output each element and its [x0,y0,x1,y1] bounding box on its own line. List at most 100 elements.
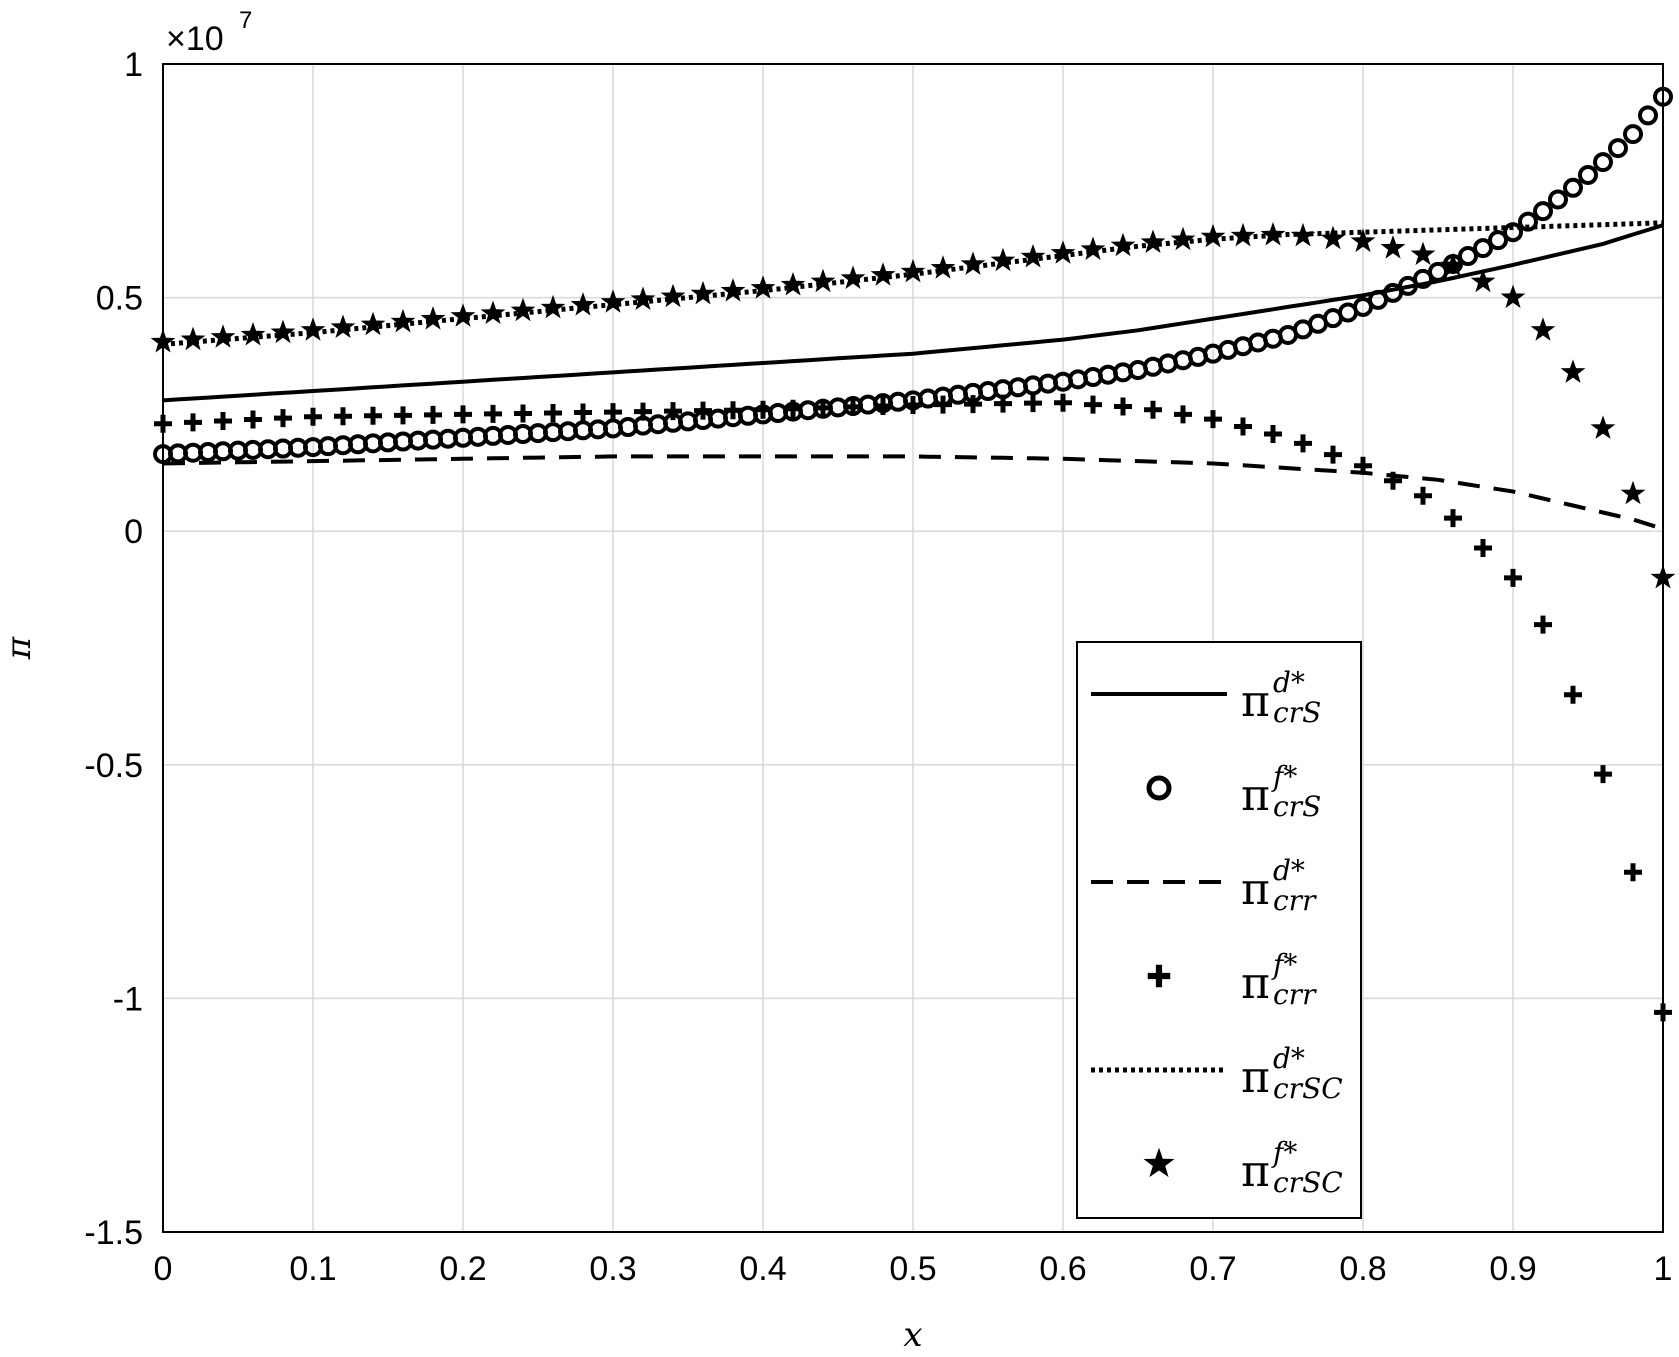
star-marker [210,324,236,348]
star-marker [240,322,266,346]
plus-marker [1534,615,1552,634]
x-axis-label: x [903,1315,922,1355]
legend-item: π d*crr [1091,854,1317,917]
star-marker [450,303,476,327]
star-marker [930,255,956,279]
x-tick-label: 0.4 [739,1250,786,1288]
plus-marker [904,396,922,415]
plus-marker [934,395,952,414]
circle-marker [1578,164,1598,185]
star-marker [570,292,596,316]
star-marker [1380,235,1406,259]
legend-label-superscript: f* [1271,948,1297,981]
plus-marker [274,409,292,428]
legend-label-subscript: crSC [1273,1166,1343,1199]
plus-marker [1204,410,1222,429]
plus-marker [1594,765,1612,784]
y-tick-label: -1.5 [84,1214,143,1252]
y-tick-label: -0.5 [84,747,143,785]
plus-marker [1024,394,1042,413]
plus-marker [1324,445,1342,464]
star-marker [630,286,656,310]
y-axis-label: π [0,636,39,660]
plus-marker [364,406,382,425]
x-tick-label: 0.8 [1339,1250,1386,1288]
circle-marker [1458,246,1478,267]
x-tick-label: 0.5 [889,1250,936,1288]
star-marker [1143,1147,1175,1178]
star-marker [1200,223,1226,248]
legend-label-main: π [1241,1146,1270,1197]
tick-labels: 0 0.1 0.2 0.3 0.4 0.5 0.6 0.7 0.8 0.9 1 1 0.5 0 -0.5 -1… [84,46,1672,1288]
circle-marker [1623,124,1643,145]
plus-marker [394,406,412,425]
plus-marker [964,395,982,414]
star-marker [1170,226,1196,251]
star-marker [690,280,716,305]
legend-label-subscript: crr [1273,884,1317,917]
plus-marker [1054,393,1072,412]
star-marker [1110,232,1136,257]
star-marker [810,268,836,293]
plus-marker [754,400,772,419]
star-marker [1620,480,1646,505]
plus-marker [1474,539,1492,558]
legend-item: π d*crS [1091,666,1321,729]
legend-box [1076,641,1362,1219]
legend-label-superscript: d* [1273,854,1305,887]
plus-marker [1147,964,1171,988]
plus-marker [1144,400,1162,419]
star-marker [1440,252,1466,277]
y-tick-label: -1 [113,980,143,1018]
legend-label-main: π [1241,958,1270,1009]
plus-marker [1234,417,1252,436]
star-marker [480,300,506,324]
star-marker [660,283,686,308]
plus-marker [1084,395,1102,414]
plus-marker [1384,471,1402,490]
x-tick-label: 0.7 [1189,1250,1236,1288]
legend-label-superscript: f* [1271,760,1297,793]
plot-frame [162,63,1664,1233]
x-tick-label: 0 [154,1250,173,1288]
star-marker [1020,244,1046,268]
x-tick-label: 0.2 [439,1250,486,1288]
star-marker [720,278,746,302]
y-exponent-power: 7 [239,7,252,34]
legend-label-main: π [1241,770,1270,821]
star-marker [1260,222,1286,246]
legend-label-main: π [1241,676,1270,727]
plus-marker [1414,486,1432,505]
star-marker [840,265,866,289]
star-marker [1500,284,1526,309]
series-1 [153,86,1673,465]
plus-marker [1354,456,1372,475]
star-marker [360,311,386,336]
plus-marker [1564,685,1582,704]
plus-marker [304,407,322,426]
star-marker [780,272,806,296]
plus-marker [784,399,802,418]
y-tick-label: 1 [124,46,143,84]
x-tick-label: 0.6 [1039,1250,1086,1288]
plus-marker [214,411,232,430]
legend-label-subscript: crSC [1273,1072,1343,1105]
circle-marker [1638,105,1658,126]
y-axis-exponent: ×10 7 [166,7,252,58]
star-marker [300,317,326,341]
star-marker [870,262,896,286]
star-marker [1350,228,1376,253]
circle-marker [1593,152,1613,173]
plus-marker [874,396,892,415]
star-marker [390,308,416,333]
star-marker [1320,225,1346,250]
star-marker [900,258,926,283]
x-tick-label: 0.3 [589,1250,636,1288]
legend-label-superscript: d* [1273,1042,1305,1075]
star-marker [330,314,356,338]
legend-item: π f*crS [1146,760,1321,823]
plus-marker [424,405,442,424]
plus-marker [724,401,742,420]
